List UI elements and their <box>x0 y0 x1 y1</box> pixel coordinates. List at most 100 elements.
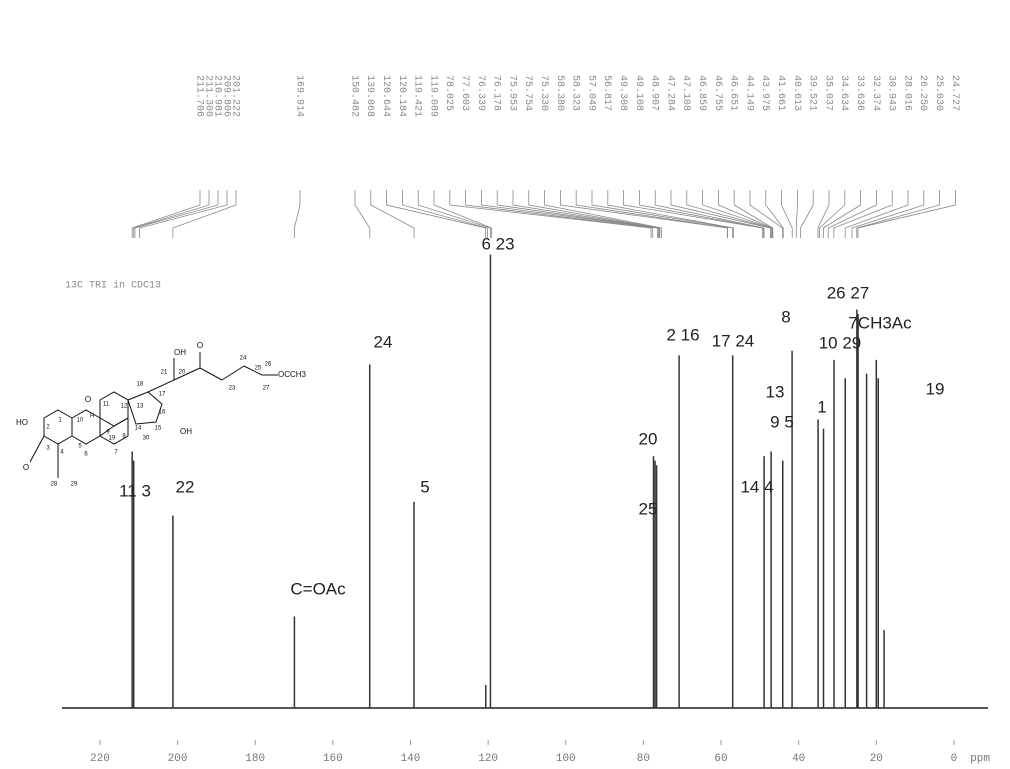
peak-list-label: 28.016 <box>901 75 912 111</box>
structure-atom: 9 <box>106 430 110 436</box>
peak-list-label: 35.037 <box>822 75 833 111</box>
structure-atom: H <box>90 414 94 420</box>
x-tick-label: 200 <box>168 753 188 765</box>
structure-group: OCCH3 <box>278 370 307 379</box>
peak-assignment: 20 <box>639 429 658 448</box>
peak-connector <box>851 190 925 238</box>
x-tick-label: 40 <box>792 753 805 765</box>
peak-connector <box>591 190 733 238</box>
structure-atom: 8 <box>122 434 126 440</box>
structure-atom: 5 <box>78 444 82 450</box>
structure-atom: 2 <box>46 425 50 431</box>
structure-atom: 12 <box>121 404 128 410</box>
structure-atom: 28 <box>51 482 58 488</box>
x-tick-label: 180 <box>245 753 265 765</box>
peak-list-label: 210.981 <box>211 75 222 117</box>
structure-atom: 23 <box>229 386 236 392</box>
peak-list-label: 40.613 <box>791 75 802 111</box>
x-tick-label: 140 <box>401 753 421 765</box>
peak-assignment: 9 5 <box>770 412 794 431</box>
peak-list-label: 49.108 <box>633 75 644 111</box>
peak-connector <box>134 190 219 238</box>
peak-connector <box>528 190 661 238</box>
peak-assignment: 26 27 <box>827 283 870 302</box>
peak-list-label: 24.727 <box>949 75 960 111</box>
structure-atom: 4 <box>60 450 64 456</box>
peak-connector <box>844 190 909 238</box>
peak-list-label: 25.030 <box>933 75 944 111</box>
peak-connector <box>131 190 201 238</box>
structure-group: HO <box>16 418 28 427</box>
structure-atom: 27 <box>263 386 270 392</box>
structure <box>29 352 278 478</box>
peak-connector <box>800 190 814 238</box>
peak-connector <box>480 190 659 238</box>
x-tick-label: 0 <box>951 753 958 765</box>
structure-group: O <box>85 395 91 404</box>
peak-connector <box>795 190 798 238</box>
peak-list-label: 119.421 <box>412 75 423 117</box>
peak-list-label: 150.482 <box>348 75 359 117</box>
peak-list-label: 32.374 <box>870 75 881 111</box>
peak-connector <box>733 190 774 238</box>
structure-group: O <box>197 341 203 350</box>
structure-atom: 20 <box>179 370 186 376</box>
structure-atom: 3 <box>46 446 50 452</box>
peak-connector <box>827 190 877 238</box>
peak-connector <box>749 190 783 238</box>
structure-atom: 7 <box>114 450 118 456</box>
peak-connector <box>449 190 652 238</box>
peak-connector <box>819 190 846 238</box>
peak-assignment: 7CH3Ac <box>848 313 912 332</box>
peak-list-label: 47.108 <box>680 75 691 111</box>
structure-atom: 6 <box>84 452 88 458</box>
peak-list-label: 78.025 <box>443 75 454 111</box>
x-tick-label: 80 <box>637 753 650 765</box>
structure-atom: 25 <box>255 366 262 372</box>
peak-connector <box>856 190 940 238</box>
peak-list-label: 75.754 <box>522 75 533 111</box>
x-tick-label: 160 <box>323 753 343 765</box>
peak-connector <box>607 190 734 238</box>
peak-connector <box>702 190 773 238</box>
peak-list-label: 209.806 <box>220 75 231 117</box>
peak-list-label: 34.634 <box>838 75 849 111</box>
chart-title: 13C TRI in CDC13 <box>65 280 161 292</box>
x-tick-label: 120 <box>478 753 498 765</box>
structure-atom: 19 <box>109 436 116 442</box>
peak-connector <box>496 190 659 238</box>
peak-list-label: 120.184 <box>396 75 407 117</box>
peak-assignment: 8 <box>781 307 790 326</box>
peak-assignment: 14 4 <box>740 477 773 496</box>
peak-connector <box>623 190 763 238</box>
peak-connector <box>133 190 210 238</box>
peak-assignment: 5 <box>420 477 429 496</box>
peak-assignment: 13 <box>766 382 785 401</box>
peak-connector <box>465 190 654 238</box>
peak-connector <box>172 190 237 238</box>
structure-atom: 13 <box>137 404 144 410</box>
peak-list-label: 26.250 <box>917 75 928 111</box>
peak-assignment: 24 <box>374 332 393 351</box>
peak-connector <box>817 190 830 238</box>
peak-list-label: 47.284 <box>664 75 675 111</box>
peak-list-label: 119.089 <box>427 75 438 117</box>
peak-connector <box>417 190 491 238</box>
structure-atom: 15 <box>155 426 162 432</box>
peak-connector <box>765 190 784 238</box>
structure-atom: 21 <box>161 370 168 376</box>
structure-atom: 29 <box>71 482 78 488</box>
structure-atom: 16 <box>159 410 166 416</box>
peak-connector <box>654 190 765 238</box>
x-tick-label: 20 <box>870 753 883 765</box>
peak-connector <box>686 190 772 238</box>
peak-connector <box>370 190 415 238</box>
peak-list-label: 120.644 <box>380 75 391 117</box>
peak-connector <box>293 190 301 238</box>
peak-connector <box>433 190 493 238</box>
peak-list-label: 33.636 <box>854 75 865 111</box>
peak-assignment: 10 29 <box>819 333 862 352</box>
peak-assignment: 1 <box>817 397 826 416</box>
peak-list-label: 211.706 <box>193 75 204 117</box>
structure-atom: 1 <box>58 418 62 424</box>
